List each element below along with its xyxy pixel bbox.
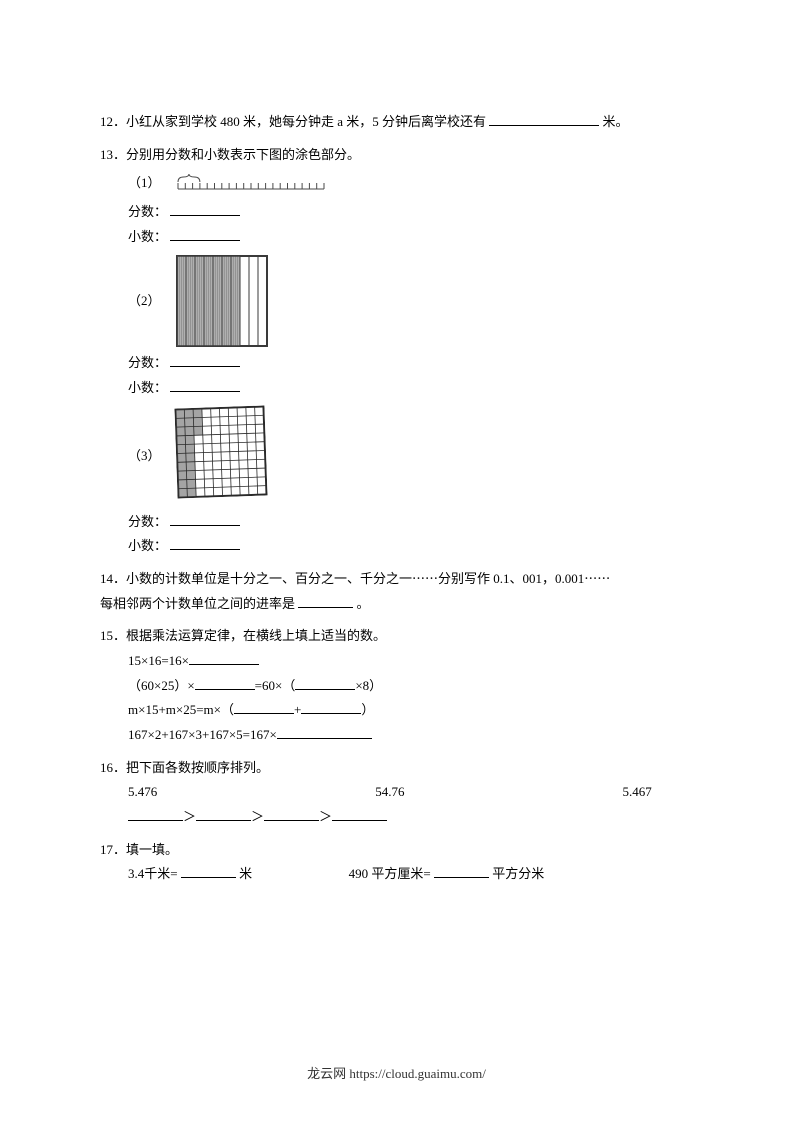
q13-item-1: （1） <box>128 171 693 196</box>
blank[interactable] <box>295 676 355 690</box>
q17-b-blank[interactable] <box>434 864 489 878</box>
q15-heading: 15．根据乘法运算定律，在横线上填上适当的数。 <box>100 624 693 649</box>
text: （60×25）× <box>128 678 195 693</box>
q13-item-1-label: （1） <box>128 171 164 196</box>
q13-item-3-fraction-label: 分数： <box>128 514 167 529</box>
q14-blank[interactable] <box>298 594 353 608</box>
q13-heading: 13．分别用分数和小数表示下图的涂色部分。 <box>100 143 693 168</box>
q13-item-2-label: （2） <box>128 289 164 314</box>
q16-blank-0[interactable] <box>128 807 183 821</box>
q13-item-3-fraction-row: 分数： <box>100 510 693 535</box>
q13: 13．分别用分数和小数表示下图的涂色部分。 （1） 分数： 小数： （2） 分数… <box>100 143 693 559</box>
q14: 14．小数的计数单位是十分之一、百分之一、千分之一⋯⋯分别写作 0.1、001，… <box>100 567 693 616</box>
q12-text-after: 米。 <box>603 114 629 129</box>
q12: 12．小红从家到学校 480 米，她每分钟走 a 米，5 分钟后离学校还有 米。 <box>100 110 693 135</box>
q13-item-1-fraction-blank[interactable] <box>170 202 240 216</box>
q13-item-3-decimal-blank[interactable] <box>170 536 240 550</box>
q12-text-before: 12．小红从家到学校 480 米，她每分钟走 a 米，5 分钟后离学校还有 <box>100 114 486 129</box>
q16-blank-3[interactable] <box>332 807 387 821</box>
q13-item-1-decimal-row: 小数： <box>100 225 693 250</box>
compare-sep: ＞ <box>183 809 196 824</box>
blank[interactable] <box>195 676 255 690</box>
q13-item-2-fraction-row: 分数： <box>100 351 693 376</box>
q17-b-after: 平方分米 <box>492 866 544 881</box>
q13-item-1-fraction-label: 分数： <box>128 204 167 219</box>
q13-item-1-decimal-label: 小数： <box>128 229 167 244</box>
q17-a-before: 3.4千米= <box>128 866 178 881</box>
q16-blank-2[interactable] <box>264 807 319 821</box>
text: ×8） <box>355 678 382 693</box>
q16: 16．把下面各数按顺序排列。 5.476 54.76 5.467 5.764 ＞… <box>100 756 693 830</box>
q13-item-2-decimal-blank[interactable] <box>170 378 240 392</box>
text: + <box>294 702 301 717</box>
q13-item-2-decimal-row: 小数： <box>100 376 693 401</box>
q13-item-1-decimal-blank[interactable] <box>170 227 240 241</box>
q14-line2: 每相邻两个计数单位之间的进率是 。 <box>100 592 693 617</box>
q15: 15．根据乘法运算定律，在横线上填上适当的数。 15×16=16× （60×25）… <box>100 624 693 747</box>
blank[interactable] <box>234 700 294 714</box>
q17-b-before: 490 平方厘米= <box>349 866 431 881</box>
q17: 17．填一填。 3.4千米= 米 490 平方厘米= 平方分米 <box>100 838 693 887</box>
q13-item-2-fraction-blank[interactable] <box>170 353 240 367</box>
q13-item-1-figure <box>176 173 326 195</box>
q13-item-2: （2） <box>128 255 693 347</box>
q13-item-3-fraction-blank[interactable] <box>170 512 240 526</box>
q14-line2-after: 。 <box>357 596 370 611</box>
page: 12．小红从家到学校 480 米，她每分钟走 a 米，5 分钟后离学校还有 米。… <box>0 0 793 935</box>
q13-item-3-figure <box>176 407 266 506</box>
blank[interactable] <box>189 651 259 665</box>
q15-line-2: m×15+m×25=m×（ + ） <box>128 698 693 723</box>
compare-sep: ＞ <box>251 809 264 824</box>
q17-line: 3.4千米= 米 490 平方厘米= 平方分米 <box>100 862 693 887</box>
blank[interactable] <box>277 725 372 739</box>
text: 15×16=16× <box>128 653 189 668</box>
q13-item-3: （3） <box>128 407 693 506</box>
q16-heading: 16．把下面各数按顺序排列。 <box>100 756 693 781</box>
text: m×15+m×25=m×（ <box>128 702 234 717</box>
text: ） <box>361 702 374 717</box>
q13-item-2-fraction-label: 分数： <box>128 355 167 370</box>
q17-a-after: 米 <box>239 866 252 881</box>
q15-line-0: 15×16=16× <box>128 649 693 674</box>
q13-item-3-label: （3） <box>128 444 164 469</box>
q13-item-1-fraction-row: 分数： <box>100 200 693 225</box>
q15-line-1: （60×25）× =60×（ ×8） <box>128 674 693 699</box>
q13-item-2-figure <box>176 255 268 347</box>
q14-line2-before: 每相邻两个计数单位之间的进率是 <box>100 596 295 611</box>
compare-sep: ＞ <box>319 809 332 824</box>
q17-a-blank[interactable] <box>181 864 236 878</box>
q16-blank-1[interactable] <box>196 807 251 821</box>
q13-item-3-decimal-label: 小数： <box>128 538 167 553</box>
q16-compare-row: ＞ ＞ ＞ <box>100 805 693 830</box>
blank[interactable] <box>301 700 361 714</box>
page-footer: 龙云网 https://cloud.guaimu.com/ <box>0 1063 793 1082</box>
q15-line-3: 167×2+167×3+167×5=167× <box>128 723 693 748</box>
q16-numbers: 5.476 54.76 5.467 5.764 <box>100 780 693 805</box>
q13-item-2-decimal-label: 小数： <box>128 380 167 395</box>
q15-lines: 15×16=16× （60×25）× =60×（ ×8） m×15+m×25=m×（ + ）… <box>100 649 693 748</box>
q17-heading: 17．填一填。 <box>100 838 693 863</box>
text: =60×（ <box>255 678 296 693</box>
q14-line1: 14．小数的计数单位是十分之一、百分之一、千分之一⋯⋯分别写作 0.1、001，… <box>100 567 693 592</box>
q12-blank[interactable] <box>489 112 599 126</box>
text: 167×2+167×3+167×5=167× <box>128 727 277 742</box>
q13-item-3-decimal-row: 小数： <box>100 534 693 559</box>
